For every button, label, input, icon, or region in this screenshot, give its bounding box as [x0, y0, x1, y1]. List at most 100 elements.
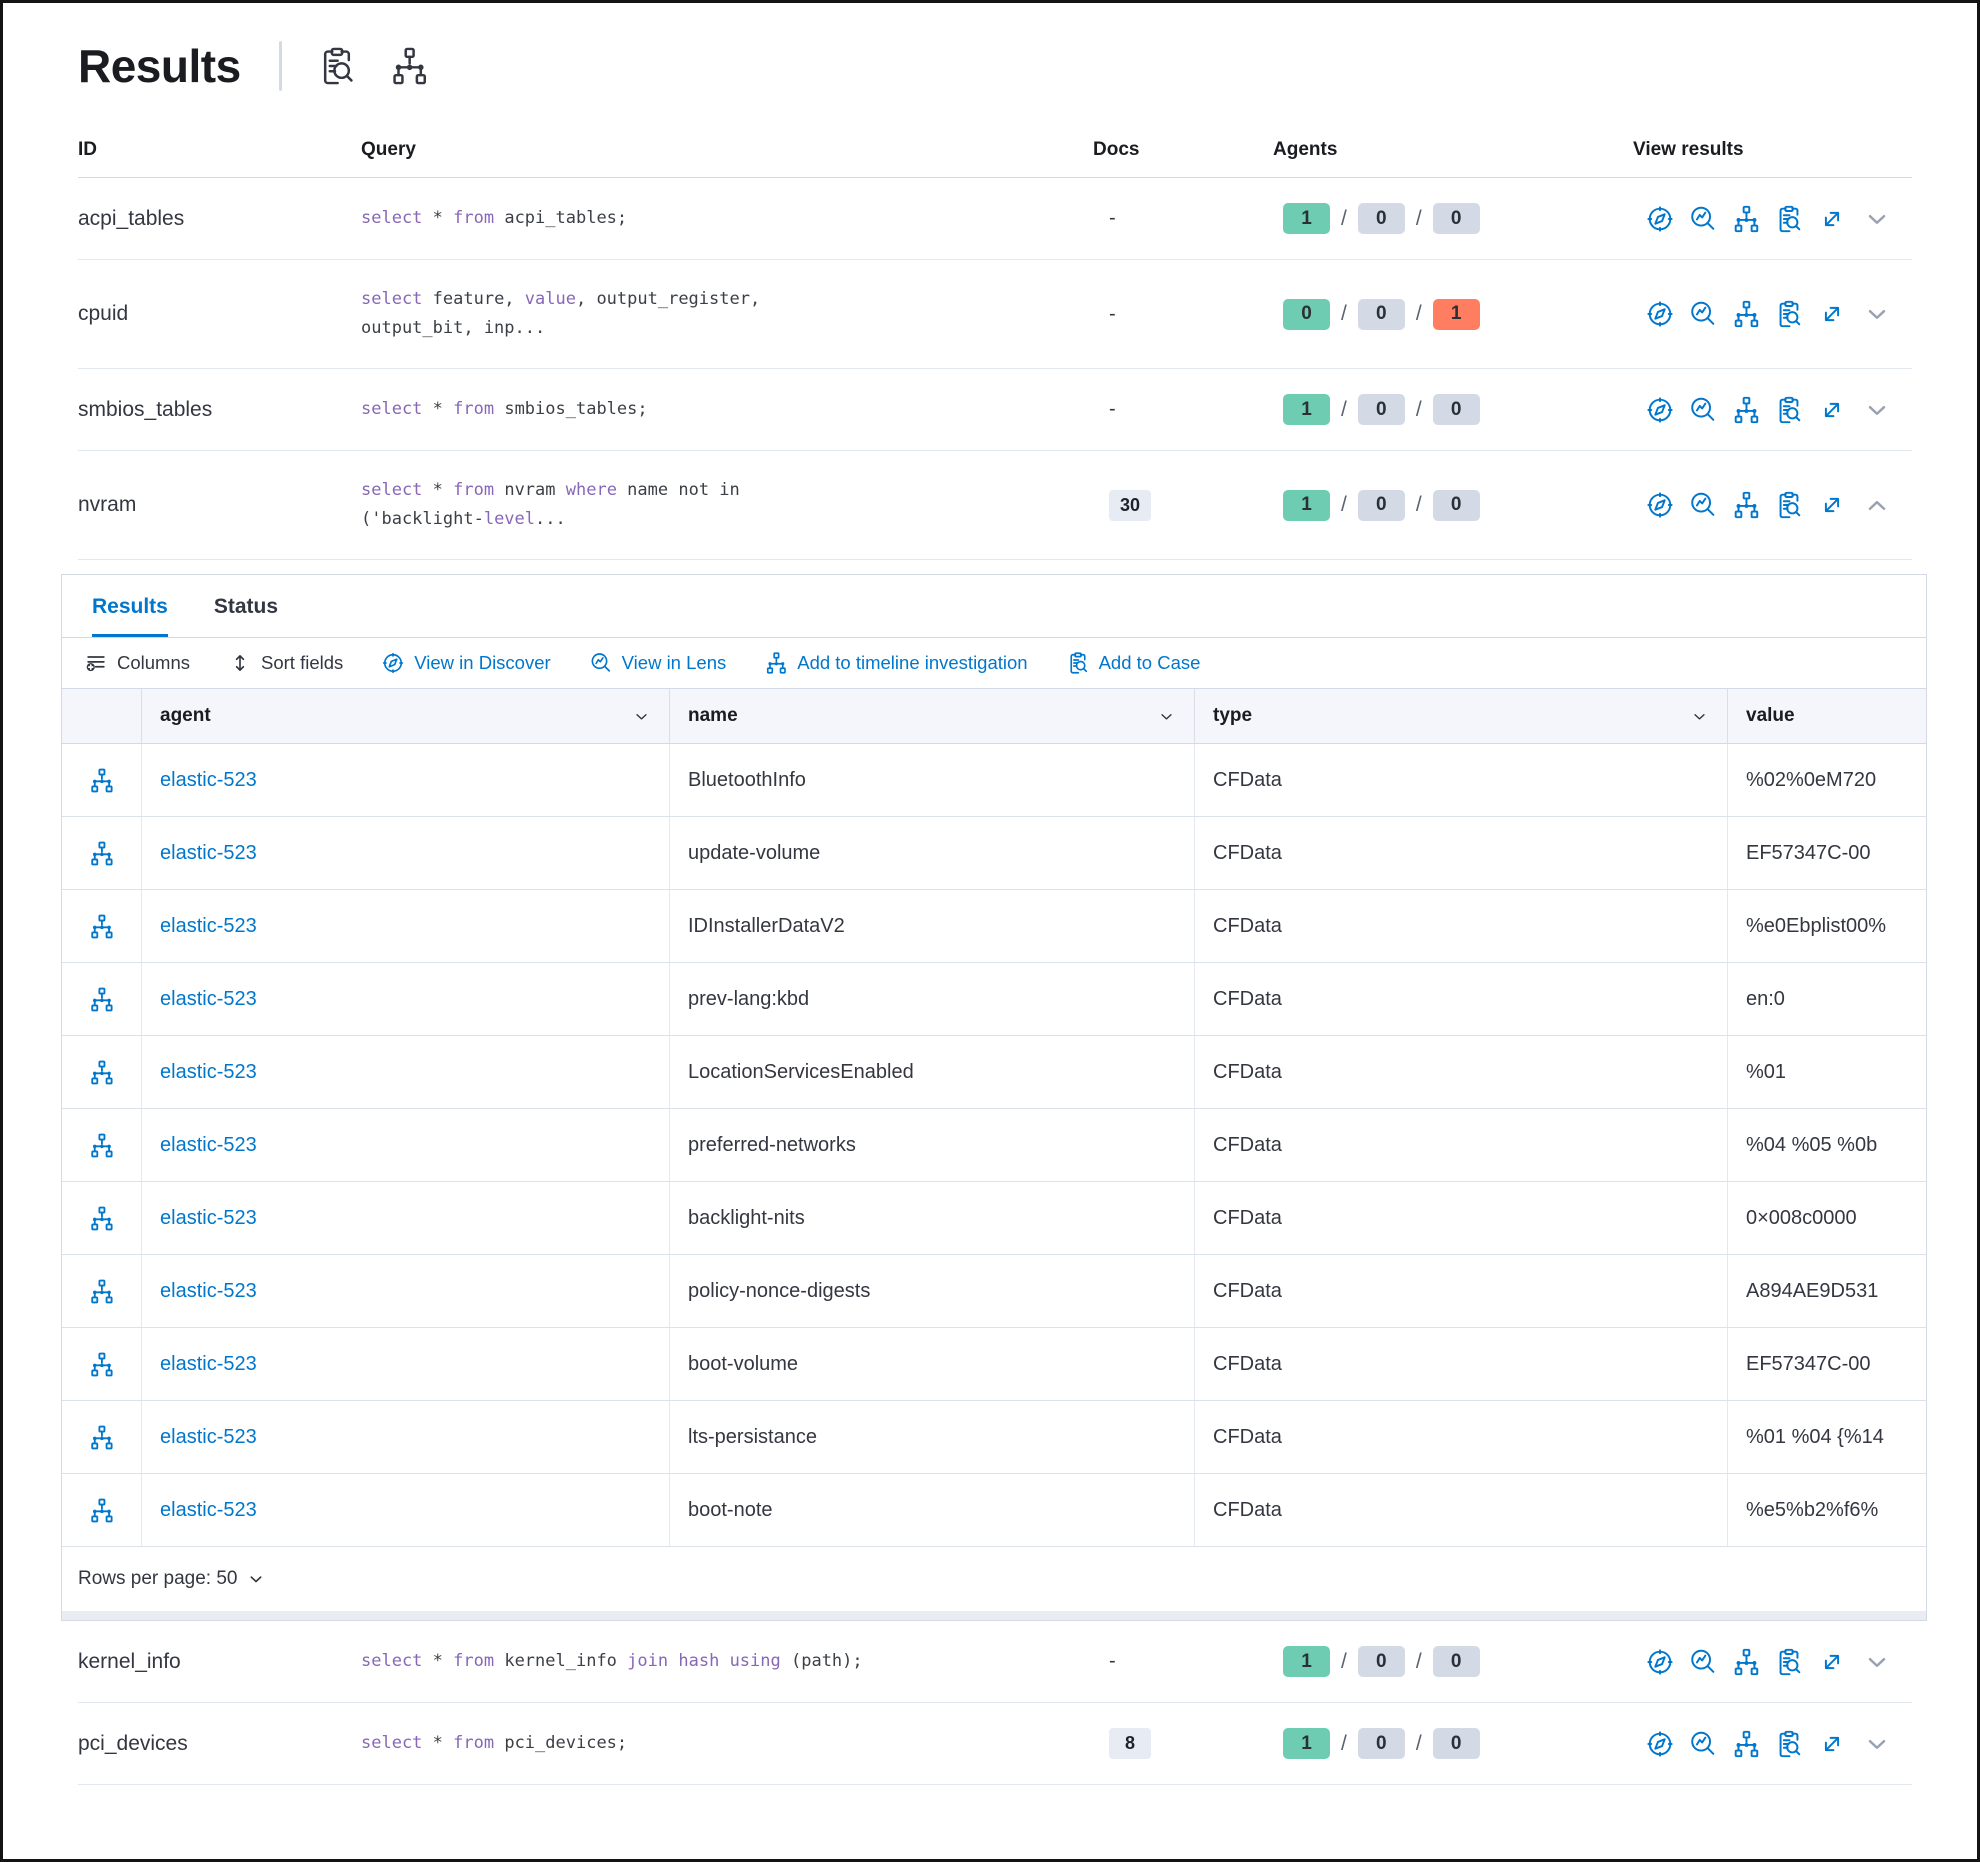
- discover-icon[interactable]: [1645, 1647, 1675, 1677]
- discover-icon[interactable]: [1645, 299, 1675, 329]
- row-timeline-icon[interactable]: [62, 1401, 142, 1473]
- discover-icon[interactable]: [1645, 490, 1675, 520]
- hierarchy-icon[interactable]: [388, 45, 430, 87]
- agents-cell: 0 / 0 / 1: [1273, 298, 1633, 330]
- lens-icon[interactable]: [1688, 490, 1718, 520]
- row-timeline-icon[interactable]: [62, 1109, 142, 1181]
- timeline-icon[interactable]: [1731, 1647, 1761, 1677]
- row-timeline-icon[interactable]: [62, 890, 142, 962]
- row-timeline-icon[interactable]: [62, 1328, 142, 1400]
- agent-link[interactable]: elastic-523: [160, 768, 257, 791]
- toolbar-add-to-timeline-investigation[interactable]: Add to timeline investigation: [764, 651, 1028, 675]
- case-icon[interactable]: [1774, 395, 1804, 425]
- row-timeline-icon[interactable]: [62, 817, 142, 889]
- query-row: kernel_info select * from kernel_info joi…: [78, 1621, 1912, 1703]
- case-icon[interactable]: [1774, 1729, 1804, 1759]
- agent-link[interactable]: elastic-523: [160, 914, 257, 937]
- agents-badge-gray: 0: [1357, 203, 1405, 234]
- chevron-down-icon[interactable]: [1690, 707, 1709, 726]
- timeline-icon[interactable]: [1731, 1729, 1761, 1759]
- expanded-results-panel: Results Status Columns Sort fields View in D…: [61, 574, 1927, 1621]
- tab-status[interactable]: Status: [213, 595, 279, 618]
- lens-icon[interactable]: [1688, 204, 1718, 234]
- chevron-up-icon[interactable]: [1862, 490, 1892, 520]
- agent-link[interactable]: elastic-523: [160, 1206, 257, 1229]
- agent-link[interactable]: elastic-523: [160, 1352, 257, 1375]
- chevron-down-icon[interactable]: [1862, 204, 1892, 234]
- cell-type: CFData: [1195, 1182, 1728, 1254]
- grid-column-value[interactable]: value: [1746, 705, 1795, 726]
- row-timeline-icon[interactable]: [62, 1182, 142, 1254]
- lens-icon[interactable]: [1688, 1647, 1718, 1677]
- expand-icon[interactable]: [1817, 1647, 1847, 1677]
- case-icon[interactable]: [1774, 299, 1804, 329]
- agent-link[interactable]: elastic-523: [160, 1133, 257, 1156]
- lens-icon[interactable]: [1688, 299, 1718, 329]
- agents-badge-gray: 0: [1357, 394, 1405, 425]
- lens-icon[interactable]: [1688, 1729, 1718, 1759]
- discover-icon[interactable]: [1645, 204, 1675, 234]
- chevron-down-icon[interactable]: [1862, 395, 1892, 425]
- cell-value: %02%0eM720: [1746, 768, 1877, 791]
- rows-per-page[interactable]: Rows per page: 50: [62, 1547, 1926, 1611]
- grid-column-type[interactable]: type: [1195, 689, 1728, 743]
- agent-link[interactable]: elastic-523: [160, 1060, 257, 1083]
- horizontal-scrollbar[interactable]: [62, 1611, 1926, 1620]
- row-timeline-icon[interactable]: [62, 744, 142, 816]
- agents-badge-green: 1: [1283, 489, 1330, 521]
- tab-results[interactable]: Results: [92, 595, 168, 637]
- query-row: cpuid select feature, value, output_regis…: [78, 260, 1912, 369]
- agents-cell: 1 / 0 / 0: [1273, 394, 1633, 425]
- toolbar-view-in-discover[interactable]: View in Discover: [381, 651, 551, 675]
- row-timeline-icon[interactable]: [62, 1036, 142, 1108]
- row-timeline-icon[interactable]: [62, 1255, 142, 1327]
- timeline-icon[interactable]: [1731, 299, 1761, 329]
- case-icon[interactable]: [1774, 1647, 1804, 1677]
- timeline-icon[interactable]: [1731, 204, 1761, 234]
- chevron-down-icon[interactable]: [1862, 299, 1892, 329]
- agent-link[interactable]: elastic-523: [160, 1498, 257, 1521]
- cell-name: update-volume: [670, 817, 1195, 889]
- timeline-icon[interactable]: [1731, 490, 1761, 520]
- query-id: kernel_info: [78, 1649, 181, 1673]
- inspect-icon[interactable]: [316, 45, 358, 87]
- cell-value: %01: [1746, 1060, 1787, 1083]
- expand-icon[interactable]: [1817, 490, 1847, 520]
- case-icon[interactable]: [1774, 490, 1804, 520]
- agent-link[interactable]: elastic-523: [160, 841, 257, 864]
- case-icon[interactable]: [1774, 204, 1804, 234]
- chevron-down-icon[interactable]: [1862, 1647, 1892, 1677]
- chevron-down-icon[interactable]: [632, 707, 651, 726]
- sort-icon: [228, 651, 252, 675]
- agents-badge-gray: 0: [1357, 489, 1405, 521]
- expand-icon[interactable]: [1817, 299, 1847, 329]
- cell-value: 0×008c0000: [1746, 1206, 1857, 1229]
- cell-value: EF57347C-00: [1746, 841, 1871, 864]
- chevron-down-icon[interactable]: [1862, 1729, 1892, 1759]
- query-id: nvram: [78, 493, 137, 516]
- grid-column-agent[interactable]: agent: [142, 689, 670, 743]
- agent-link[interactable]: elastic-523: [160, 1279, 257, 1302]
- toolbar-sort-fields[interactable]: Sort fields: [228, 651, 343, 675]
- lens-icon: [589, 651, 613, 675]
- discover-icon[interactable]: [1645, 1729, 1675, 1759]
- row-timeline-icon[interactable]: [62, 963, 142, 1035]
- expand-icon[interactable]: [1817, 204, 1847, 234]
- cell-value: A894AE9D531: [1746, 1279, 1879, 1302]
- toolbar-add-to-case[interactable]: Add to Case: [1066, 651, 1200, 675]
- toolbar-view-in-lens[interactable]: View in Lens: [589, 651, 726, 675]
- row-timeline-icon[interactable]: [62, 1474, 142, 1546]
- cell-value: %01 %04 {%14: [1746, 1425, 1884, 1448]
- badge-separator: /: [1341, 206, 1347, 230]
- discover-icon[interactable]: [1645, 395, 1675, 425]
- agent-link[interactable]: elastic-523: [160, 987, 257, 1010]
- timeline-icon[interactable]: [1731, 395, 1761, 425]
- agent-link[interactable]: elastic-523: [160, 1425, 257, 1448]
- expand-icon[interactable]: [1817, 395, 1847, 425]
- expand-icon[interactable]: [1817, 1729, 1847, 1759]
- toolbar-columns[interactable]: Columns: [84, 651, 190, 675]
- lens-icon[interactable]: [1688, 395, 1718, 425]
- grid-column-name[interactable]: name: [670, 689, 1195, 743]
- column-header-view-results: View results: [1633, 139, 1744, 160]
- chevron-down-icon[interactable]: [1157, 707, 1176, 726]
